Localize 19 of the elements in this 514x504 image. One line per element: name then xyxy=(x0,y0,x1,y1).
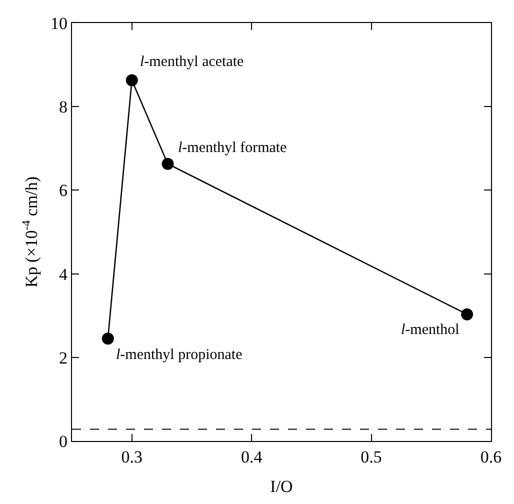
y-tick-label: 4 xyxy=(58,264,68,284)
annotation: l-menthyl acetate xyxy=(140,54,244,70)
point xyxy=(162,158,174,170)
y-tick-label: 8 xyxy=(58,98,68,117)
y-tick-label: 6 xyxy=(58,181,68,200)
y-tick-label: 0 xyxy=(58,432,68,451)
y-tick-label: 10 xyxy=(50,14,68,33)
annotation: l-menthyl propionate xyxy=(116,347,243,363)
point xyxy=(126,74,138,86)
annotation: l-menthol xyxy=(401,322,460,338)
annotation: l-menthyl formate xyxy=(178,140,288,156)
x-tick-label: 0.5 xyxy=(360,448,382,467)
point xyxy=(102,332,114,345)
x-tick-label: 0.6 xyxy=(480,448,502,467)
point xyxy=(461,308,474,320)
y-tick-label: 2 xyxy=(58,348,68,368)
x-tick-label: 0.3 xyxy=(121,448,142,467)
x-axis-title: I/O xyxy=(270,476,293,496)
x-tick-label: 0.4 xyxy=(240,448,263,467)
